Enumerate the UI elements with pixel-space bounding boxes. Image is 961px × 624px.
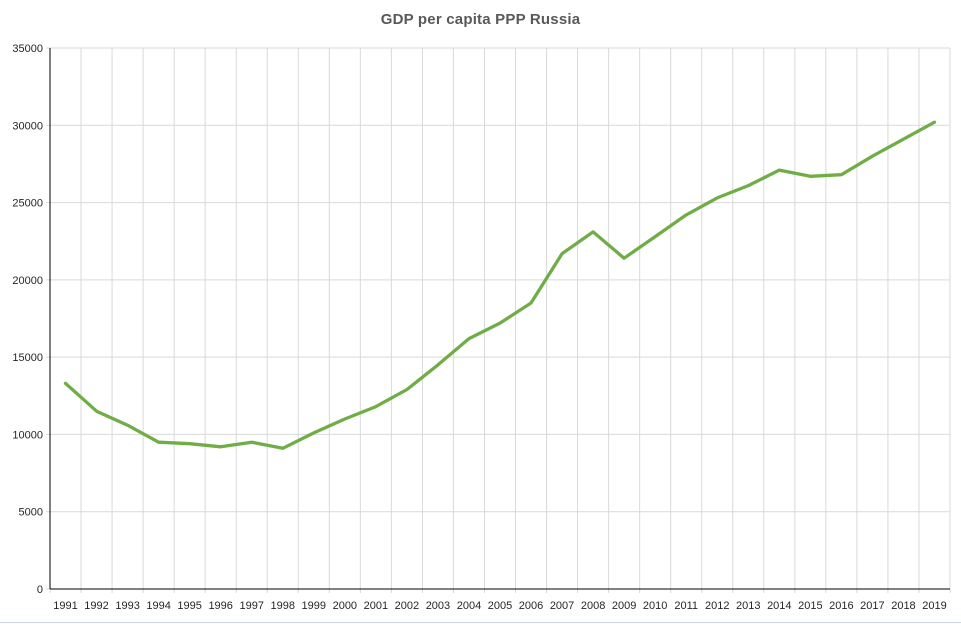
x-tick-label: 1997 [239, 600, 263, 612]
y-tick-label: 5000 [19, 507, 43, 519]
y-tick-label: 15000 [12, 352, 43, 364]
x-tick-label: 2005 [488, 600, 512, 612]
x-tick-label: 2013 [736, 600, 760, 612]
x-tick-label: 2012 [705, 600, 729, 612]
vertical-gridlines [80, 48, 951, 589]
x-axis-tick-labels: 1991 1992 1993 1994 1995 1996 1997 1998 1999 2000… [53, 600, 946, 612]
x-tick-label: 2010 [643, 600, 667, 612]
x-tick-label: 1998 [271, 600, 295, 612]
x-tick-label: 1999 [302, 600, 326, 612]
x-tick-label: 2003 [426, 600, 450, 612]
x-tick-label: 2002 [395, 600, 419, 612]
y-axis-tick-labels: 0 5000 10000 15000 20000 25000 30000 35000 [12, 43, 43, 596]
x-tick-label: 2015 [798, 600, 822, 612]
x-tick-label: 2014 [767, 600, 791, 612]
y-tick-label: 30000 [12, 120, 43, 132]
chart-title: GDP per capita PPP Russia [380, 11, 581, 28]
axis-ticks [46, 47, 951, 593]
data-line [63, 120, 937, 450]
x-tick-label: 1993 [115, 600, 139, 612]
x-tick-label: 1996 [208, 600, 232, 612]
x-tick-label: 2018 [891, 600, 915, 612]
x-tick-label: 1991 [53, 600, 77, 612]
x-tick-label: 2019 [922, 600, 946, 612]
y-tick-label: 20000 [12, 275, 43, 287]
window-bottom-edge [0, 622, 961, 623]
x-tick-label: 2009 [612, 600, 636, 612]
horizontal-gridlines [50, 47, 950, 513]
x-tick-label: 2016 [829, 600, 853, 612]
x-tick-label: 2001 [364, 600, 388, 612]
x-tick-label: 2000 [333, 600, 357, 612]
x-tick-label: 2011 [674, 600, 698, 612]
y-tick-label: 35000 [12, 43, 43, 55]
x-tick-label: 2017 [860, 600, 884, 612]
y-tick-label: 25000 [12, 198, 43, 210]
data-series [63, 120, 937, 450]
x-tick-label: 2008 [581, 600, 605, 612]
x-tick-label: 1995 [177, 600, 201, 612]
axis-lines [49, 48, 950, 590]
x-tick-label: 2006 [519, 600, 543, 612]
x-tick-label: 1992 [84, 600, 108, 612]
x-tick-label: 1994 [146, 600, 170, 612]
y-tick-label: 0 [37, 584, 43, 596]
y-tick-label: 10000 [12, 429, 43, 441]
x-tick-label: 2004 [457, 600, 481, 612]
x-tick-label: 2007 [550, 600, 574, 612]
